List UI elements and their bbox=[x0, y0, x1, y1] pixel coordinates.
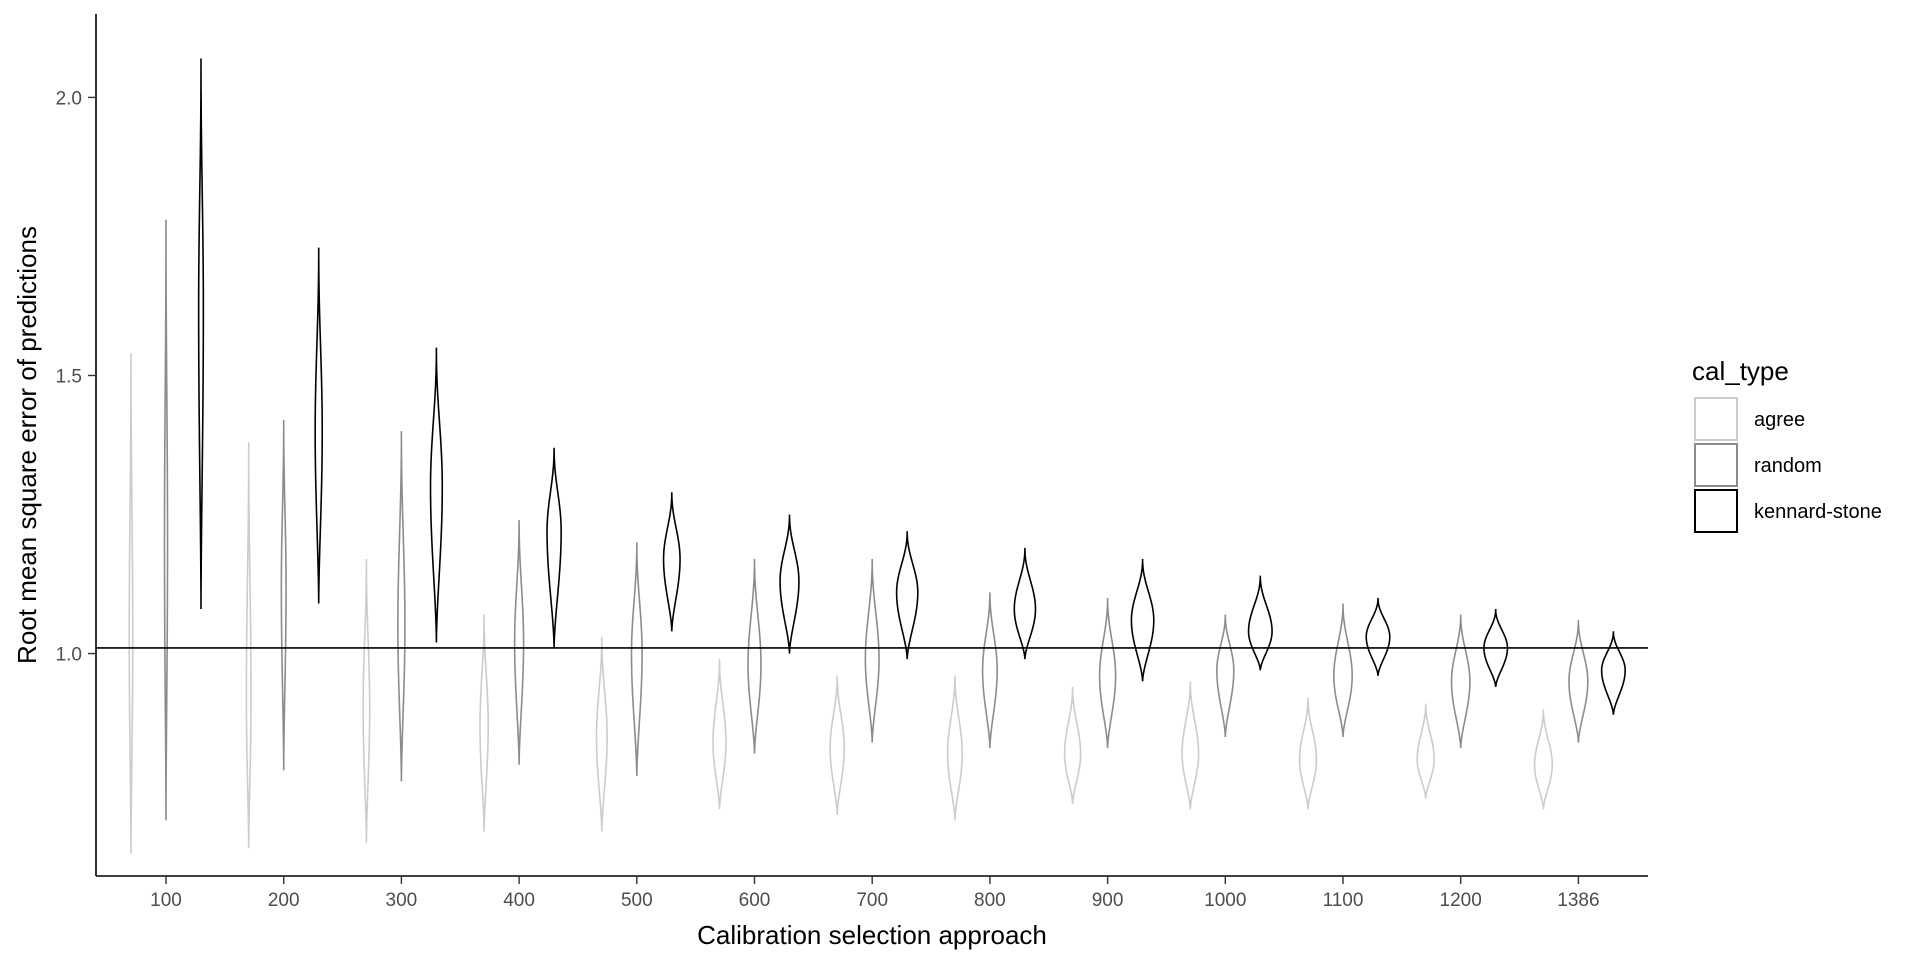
violin-random-200 bbox=[280, 419, 287, 771]
x-tick-label: 500 bbox=[621, 890, 653, 911]
x-tick-label: 1000 bbox=[1204, 890, 1246, 911]
violin-random-1386 bbox=[1568, 620, 1589, 743]
violin-agree-700 bbox=[829, 675, 846, 815]
violin-agree-300 bbox=[362, 559, 371, 843]
violin-kennard-stone-700 bbox=[895, 531, 919, 660]
violin-kennard-stone-100 bbox=[197, 58, 205, 610]
violin-random-800 bbox=[981, 592, 999, 749]
legend-label-kennard-stone: kennard-stone bbox=[1754, 501, 1882, 523]
x-tick-label: 400 bbox=[503, 890, 535, 911]
x-tick-label: 300 bbox=[386, 890, 418, 911]
x-axis-title: Calibration selection approach bbox=[697, 920, 1047, 950]
x-tick-label: 1100 bbox=[1323, 890, 1364, 911]
violin-random-300 bbox=[397, 431, 406, 782]
violin-kennard-stone-1100 bbox=[1365, 597, 1391, 676]
violin-kennard-stone-1200 bbox=[1483, 609, 1509, 688]
x-tick-label: 100 bbox=[150, 890, 182, 911]
x-tick-label: 700 bbox=[856, 890, 888, 911]
violin-random-1100 bbox=[1333, 603, 1353, 738]
violin-agree-1100 bbox=[1298, 698, 1318, 810]
x-tick-label: 1386 bbox=[1557, 890, 1599, 911]
violin-random-1000 bbox=[1216, 614, 1235, 738]
x-tick-label: 600 bbox=[739, 890, 771, 911]
y-tick-label: 1.0 bbox=[56, 645, 82, 666]
violin-kennard-stone-800 bbox=[1013, 547, 1037, 660]
violin-agree-600 bbox=[712, 659, 727, 810]
violin-kennard-stone-1000 bbox=[1247, 575, 1273, 671]
violin-agree-1000 bbox=[1181, 681, 1200, 810]
legend-entries: agree random kennard-stone bbox=[1694, 397, 1882, 533]
violin-agree-400 bbox=[479, 614, 490, 832]
violin-agree-1386 bbox=[1533, 709, 1554, 810]
violin-kennard-stone-1386 bbox=[1600, 631, 1626, 715]
x-axis-ticks: 100 200 300 400 500 600 700 800 900 1000 1100 1200 1… bbox=[150, 876, 1600, 911]
legend-title: cal_type bbox=[1692, 356, 1789, 386]
violin-random-900 bbox=[1098, 597, 1117, 749]
violin-agree-100 bbox=[128, 353, 134, 854]
y-axis-title: Root mean square error of predictions bbox=[12, 226, 42, 664]
violin-agree-500 bbox=[595, 636, 608, 832]
violin-random-100 bbox=[163, 219, 169, 821]
violin-agree-900 bbox=[1063, 686, 1082, 804]
violin-random-400 bbox=[513, 520, 525, 765]
x-tick-label: 1200 bbox=[1440, 890, 1482, 911]
violin-random-1200 bbox=[1450, 614, 1471, 749]
violin-random-700 bbox=[864, 559, 880, 743]
legend-label-agree: agree bbox=[1754, 409, 1805, 431]
violin-kennard-stone-500 bbox=[662, 492, 681, 632]
violin-kennard-stone-600 bbox=[779, 514, 800, 654]
x-tick-label: 200 bbox=[268, 890, 300, 911]
legend: cal_type agree random kennard-stone bbox=[1692, 356, 1882, 533]
legend-label-random: random bbox=[1754, 455, 1822, 477]
violin-kennard-stone-200 bbox=[314, 247, 324, 604]
violin-kennard-stone-400 bbox=[546, 447, 562, 649]
x-tick-label: 800 bbox=[974, 890, 1006, 911]
legend-key-random bbox=[1694, 443, 1738, 487]
violin-agree-1200 bbox=[1416, 703, 1435, 799]
x-tick-label: 900 bbox=[1092, 890, 1124, 911]
legend-key-kennard-stone bbox=[1694, 489, 1738, 533]
violin-agree-800 bbox=[946, 675, 963, 821]
y-axis-ticks: 1.0 1.5 2.0 bbox=[56, 88, 96, 666]
violin-kennard-stone-900 bbox=[1130, 558, 1155, 682]
violin-random-600 bbox=[747, 559, 762, 754]
violin-random-500 bbox=[630, 542, 643, 776]
violins-layer bbox=[128, 58, 1626, 854]
y-tick-label: 2.0 bbox=[56, 88, 82, 109]
legend-key-agree bbox=[1694, 397, 1738, 441]
y-tick-label: 1.5 bbox=[56, 366, 82, 387]
violin-agree-200 bbox=[245, 442, 252, 849]
violin-kennard-stone-300 bbox=[429, 347, 444, 643]
